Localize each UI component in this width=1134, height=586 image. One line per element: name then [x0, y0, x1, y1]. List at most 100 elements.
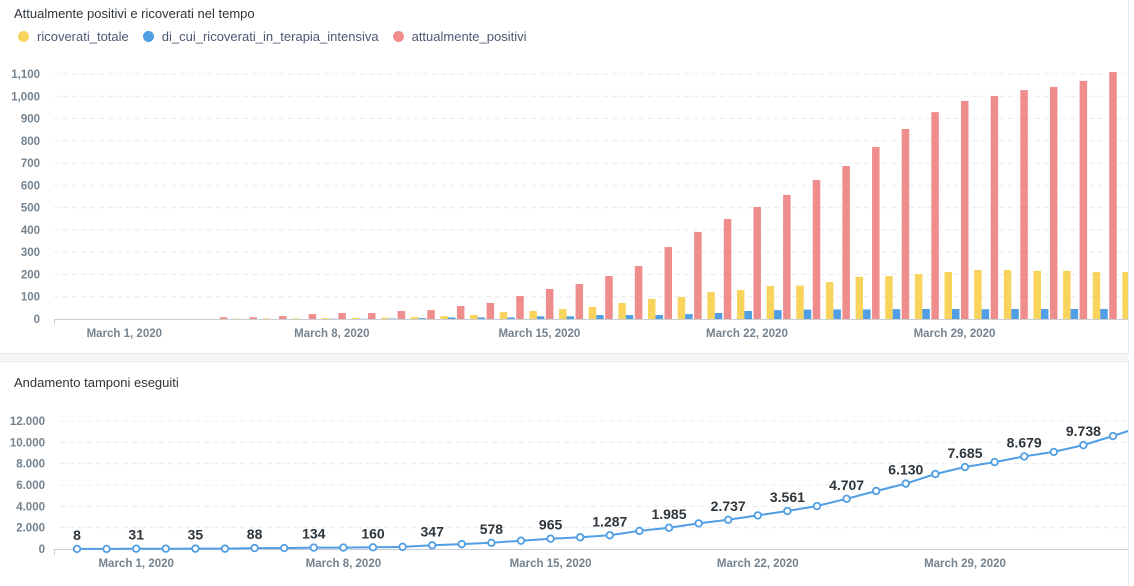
y-tick-label: 600: [21, 180, 40, 192]
bar-di_cui_ricoverati_in_terapia_intensiva: [596, 315, 604, 319]
bar-di_cui_ricoverati_in_terapia_intensiva: [1041, 309, 1049, 319]
data-label: 35: [188, 527, 204, 543]
data-point: [755, 512, 762, 519]
bar-ricoverati_totale: [263, 318, 271, 319]
bar-ricoverati_totale: [796, 286, 804, 319]
data-point: [399, 544, 406, 551]
x-tick-label: March 15, 2020: [498, 328, 580, 340]
bar-ricoverati_totale: [974, 270, 982, 319]
y-tick-label: 2.000: [16, 523, 45, 535]
bar-di_cui_ricoverati_in_terapia_intensiva: [1100, 309, 1108, 319]
bar-chart-positivi-ricoverati: 01002003004005006007008009001,0001,100Ma…: [0, 0, 1128, 352]
data-label: 3.561: [770, 489, 805, 505]
bar-attualmente_positivi: [753, 207, 761, 319]
bar-attualmente_positivi: [457, 306, 465, 319]
bar-di_cui_ricoverati_in_terapia_intensiva: [1071, 309, 1079, 319]
data-point: [725, 517, 732, 524]
bar-attualmente_positivi: [398, 311, 406, 319]
y-tick-label: 1,100: [11, 69, 40, 81]
bar-di_cui_ricoverati_in_terapia_intensiva: [804, 310, 812, 319]
data-label: 965: [539, 517, 563, 533]
bar-ricoverati_totale: [1122, 272, 1128, 319]
bar-attualmente_positivi: [605, 276, 613, 319]
data-point: [814, 503, 821, 510]
data-point: [962, 464, 969, 471]
bar-di_cui_ricoverati_in_terapia_intensiva: [656, 315, 664, 319]
data-point: [222, 545, 229, 552]
bar-di_cui_ricoverati_in_terapia_intensiva: [448, 317, 456, 319]
bar-attualmente_positivi: [724, 219, 732, 319]
bar-attualmente_positivi: [338, 313, 346, 319]
bar-di_cui_ricoverati_in_terapia_intensiva: [952, 309, 960, 319]
data-point: [429, 542, 436, 549]
bar-ricoverati_totale: [352, 318, 360, 319]
bar-attualmente_positivi: [961, 101, 969, 319]
bar-ricoverati_totale: [737, 290, 745, 319]
x-tick-label: March 22, 2020: [717, 558, 799, 570]
x-tick-label: March 1, 2020: [98, 558, 173, 570]
bar-ricoverati_totale: [678, 297, 686, 319]
bar-di_cui_ricoverati_in_terapia_intensiva: [537, 316, 545, 319]
bar-di_cui_ricoverati_in_terapia_intensiva: [1011, 309, 1019, 319]
data-point: [251, 545, 258, 552]
data-point: [547, 535, 554, 542]
data-point: [1080, 442, 1087, 449]
bar-attualmente_positivi: [220, 317, 228, 319]
bar-di_cui_ricoverati_in_terapia_intensiva: [626, 315, 634, 319]
data-point: [103, 546, 110, 553]
bar-di_cui_ricoverati_in_terapia_intensiva: [418, 318, 426, 319]
data-point: [1051, 449, 1058, 456]
x-tick-label: March 29, 2020: [924, 558, 1006, 570]
bar-di_cui_ricoverati_in_terapia_intensiva: [893, 309, 901, 319]
bar-ricoverati_totale: [440, 316, 448, 319]
bar-ricoverati_totale: [322, 318, 330, 319]
y-tick-label: 0: [39, 544, 45, 556]
bar-attualmente_positivi: [368, 313, 376, 319]
bar-ricoverati_totale: [500, 312, 508, 319]
y-tick-label: 1,000: [11, 91, 40, 103]
bar-attualmente_positivi: [842, 166, 850, 319]
bar-di_cui_ricoverati_in_terapia_intensiva: [833, 309, 841, 319]
x-tick-label: March 8, 2020: [294, 328, 369, 340]
data-point: [577, 534, 584, 541]
x-tick-label: March 22, 2020: [706, 328, 788, 340]
bar-attualmente_positivi: [783, 195, 791, 319]
bar-di_cui_ricoverati_in_terapia_intensiva: [863, 309, 871, 319]
bar-attualmente_positivi: [665, 247, 673, 319]
bar-ricoverati_totale: [589, 307, 597, 319]
bar-ricoverati_totale: [470, 315, 478, 319]
y-tick-label: 12.000: [10, 416, 45, 428]
bar-attualmente_positivi: [1109, 72, 1117, 319]
bar-attualmente_positivi: [576, 284, 584, 319]
data-label: 7.685: [947, 445, 982, 461]
bar-ricoverati_totale: [856, 277, 864, 319]
bar-attualmente_positivi: [872, 147, 880, 319]
data-label: 8.679: [1007, 434, 1042, 450]
bar-attualmente_positivi: [427, 310, 435, 319]
bar-ricoverati_totale: [707, 292, 715, 319]
y-tick-label: 900: [21, 114, 40, 126]
y-tick-label: 500: [21, 203, 40, 215]
data-label: 578: [480, 521, 504, 537]
bar-attualmente_positivi: [991, 96, 999, 319]
bar-attualmente_positivi: [1050, 87, 1058, 319]
bar-attualmente_positivi: [516, 296, 524, 319]
bar-ricoverati_totale: [1093, 272, 1101, 319]
bar-ricoverati_totale: [648, 299, 656, 319]
x-tick-label: March 1, 2020: [87, 328, 162, 340]
bar-ricoverati_totale: [945, 272, 953, 319]
bar-ricoverati_totale: [559, 309, 567, 319]
data-point: [370, 544, 377, 551]
y-tick-label: 4.000: [16, 501, 45, 513]
data-point: [695, 520, 702, 527]
bar-di_cui_ricoverati_in_terapia_intensiva: [774, 310, 782, 319]
y-tick-label: 200: [21, 269, 40, 281]
bar-attualmente_positivi: [309, 314, 317, 319]
data-label: 1.985: [651, 506, 686, 522]
bar-di_cui_ricoverati_in_terapia_intensiva: [982, 309, 990, 319]
bar-ricoverati_totale: [1033, 271, 1041, 319]
bar-ricoverati_totale: [885, 276, 893, 319]
data-point: [340, 544, 347, 551]
data-point: [192, 545, 199, 552]
data-label: 6.130: [888, 462, 923, 478]
